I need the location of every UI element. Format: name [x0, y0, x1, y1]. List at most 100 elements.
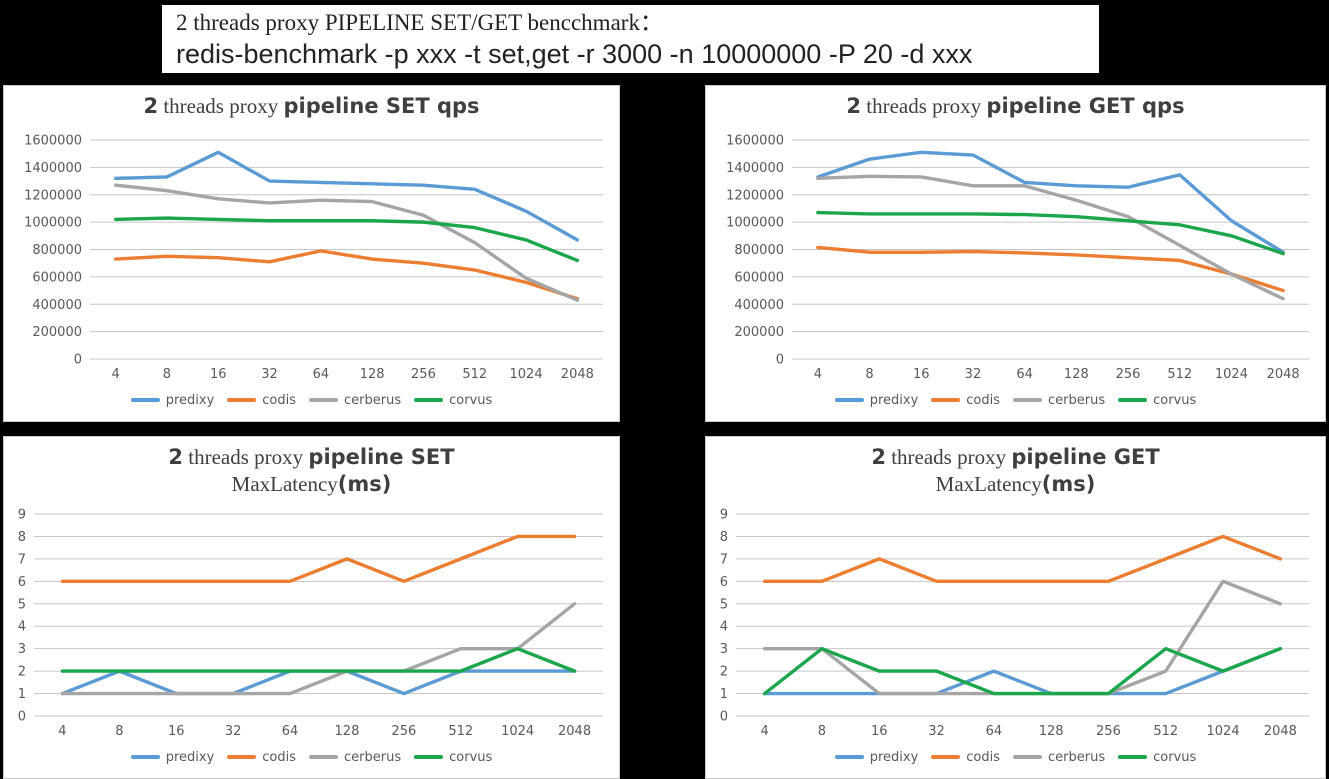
svg-text:0: 0: [74, 353, 82, 368]
svg-text:32: 32: [225, 724, 242, 739]
title-banner: 2 threads proxy PIPELINE SET/GET bencchm…: [160, 3, 1101, 75]
svg-text:128: 128: [1039, 724, 1064, 739]
svg-text:1: 1: [720, 687, 728, 702]
legend-item-predixy: predixy: [834, 393, 918, 408]
legend-label-codis: codis: [966, 749, 1001, 765]
svg-text:1600000: 1600000: [24, 134, 82, 149]
svg-text:64: 64: [1016, 367, 1033, 382]
codis-line-swatch-icon: [931, 398, 961, 402]
legend-label-codis: codis: [262, 392, 297, 408]
svg-text:6: 6: [720, 575, 728, 590]
legend-item-cerberus: cerberus: [309, 393, 401, 408]
title-ms-unit: (ms): [1041, 471, 1096, 496]
legend-item-cerberus: cerberus: [1013, 750, 1105, 765]
svg-text:2: 2: [720, 665, 728, 680]
chart-title-get-qps: 2 threads proxy pipeline GET qps: [706, 86, 1325, 130]
svg-text:4: 4: [112, 367, 120, 382]
svg-text:400000: 400000: [32, 298, 82, 313]
cerberus-line-swatch-icon: [1013, 755, 1043, 759]
svg-text:6: 6: [18, 575, 26, 590]
legend-item-corvus: corvus: [414, 750, 492, 765]
legend-label-corvus: corvus: [449, 392, 493, 408]
svg-text:4: 4: [761, 724, 769, 739]
svg-text:1024: 1024: [510, 367, 543, 382]
svg-text:800000: 800000: [32, 243, 82, 258]
legend: predixy codis cerberus corvus: [4, 742, 619, 778]
legend: predixy codis cerberus corvus: [706, 385, 1325, 421]
svg-text:1000000: 1000000: [726, 216, 784, 231]
title-maxlatency-label: MaxLatency: [231, 471, 338, 496]
svg-text:128: 128: [335, 724, 360, 739]
legend-label-corvus: corvus: [449, 749, 493, 765]
legend-label-corvus: corvus: [1153, 749, 1197, 765]
title-line1: 2 threads proxy pipeline SET: [4, 444, 619, 471]
title-bold-part: pipeline GET: [1011, 445, 1160, 469]
chart-title-get-maxlatency: 2 threads proxy pipeline GET MaxLatency(…: [706, 437, 1325, 504]
svg-text:7: 7: [18, 552, 26, 567]
legend-item-codis: codis: [227, 750, 296, 765]
corvus-line-swatch-icon: [1118, 398, 1148, 402]
svg-text:4: 4: [720, 620, 728, 635]
svg-text:4: 4: [58, 724, 66, 739]
legend-item-corvus: corvus: [1118, 750, 1196, 765]
svg-text:1: 1: [18, 687, 26, 702]
svg-text:1000000: 1000000: [24, 216, 82, 231]
svg-text:16: 16: [210, 367, 227, 382]
svg-text:4: 4: [18, 620, 26, 635]
legend-label-corvus: corvus: [1153, 392, 1197, 408]
svg-text:0: 0: [776, 353, 784, 368]
title-ms-unit: (ms): [337, 471, 392, 496]
title-line2: MaxLatency(ms): [706, 471, 1325, 498]
svg-text:8: 8: [18, 530, 26, 545]
codis-line-swatch-icon: [227, 755, 257, 759]
chart-panel-get-qps: 2 threads proxy pipeline GET qps 0 200000…: [705, 85, 1326, 422]
title-maxlatency-label: MaxLatency: [935, 471, 1042, 496]
title-bold-part: pipeline SET qps: [283, 94, 480, 118]
svg-text:8: 8: [865, 367, 873, 382]
svg-text:1600000: 1600000: [726, 134, 784, 149]
svg-text:16: 16: [913, 367, 930, 382]
title-serif-part: threads proxy: [158, 94, 284, 118]
chart-panel-set-maxlatency: 2 threads proxy pipeline SET MaxLatency(…: [3, 436, 620, 779]
svg-text:512: 512: [448, 724, 473, 739]
svg-text:1200000: 1200000: [24, 188, 82, 203]
svg-text:32: 32: [965, 367, 982, 382]
svg-text:16: 16: [168, 724, 185, 739]
svg-text:7: 7: [720, 552, 728, 567]
svg-text:1024: 1024: [501, 724, 534, 739]
svg-text:64: 64: [313, 367, 330, 382]
chart-title-set-qps: 2 threads proxy pipeline SET qps: [4, 86, 619, 130]
legend-label-codis: codis: [966, 392, 1001, 408]
svg-text:128: 128: [1064, 367, 1089, 382]
legend-label-cerberus: cerberus: [1048, 749, 1106, 765]
svg-text:512: 512: [1167, 367, 1192, 382]
cerberus-line-swatch-icon: [309, 755, 339, 759]
legend-item-cerberus: cerberus: [309, 750, 401, 765]
legend-item-predixy: predixy: [834, 750, 918, 765]
svg-text:8: 8: [720, 530, 728, 545]
svg-text:200000: 200000: [32, 325, 82, 340]
legend-item-codis: codis: [931, 750, 1000, 765]
svg-text:32: 32: [261, 367, 278, 382]
title-serif-part: threads proxy: [183, 445, 309, 469]
svg-text:512: 512: [462, 367, 487, 382]
legend-label-predixy: predixy: [165, 392, 215, 408]
title-line1: 2 threads proxy pipeline GET: [706, 444, 1325, 471]
svg-text:200000: 200000: [734, 325, 784, 340]
banner-line2: redis-benchmark -p xxx -t set,get -r 300…: [176, 38, 973, 69]
svg-text:1200000: 1200000: [726, 188, 784, 203]
corvus-line-swatch-icon: [414, 755, 444, 759]
predixy-line-swatch-icon: [130, 755, 160, 759]
legend-label-codis: codis: [262, 749, 297, 765]
title-serif-part: threads proxy: [861, 94, 987, 118]
svg-text:1400000: 1400000: [24, 161, 82, 176]
svg-text:2048: 2048: [1267, 367, 1300, 382]
legend-item-codis: codis: [931, 393, 1000, 408]
title-thread-count: 2: [846, 94, 862, 118]
legend-item-corvus: corvus: [1118, 393, 1196, 408]
svg-text:600000: 600000: [32, 270, 82, 285]
title-line2: MaxLatency(ms): [4, 471, 619, 498]
svg-text:512: 512: [1153, 724, 1178, 739]
codis-line-swatch-icon: [931, 755, 961, 759]
corvus-line-swatch-icon: [414, 398, 444, 402]
